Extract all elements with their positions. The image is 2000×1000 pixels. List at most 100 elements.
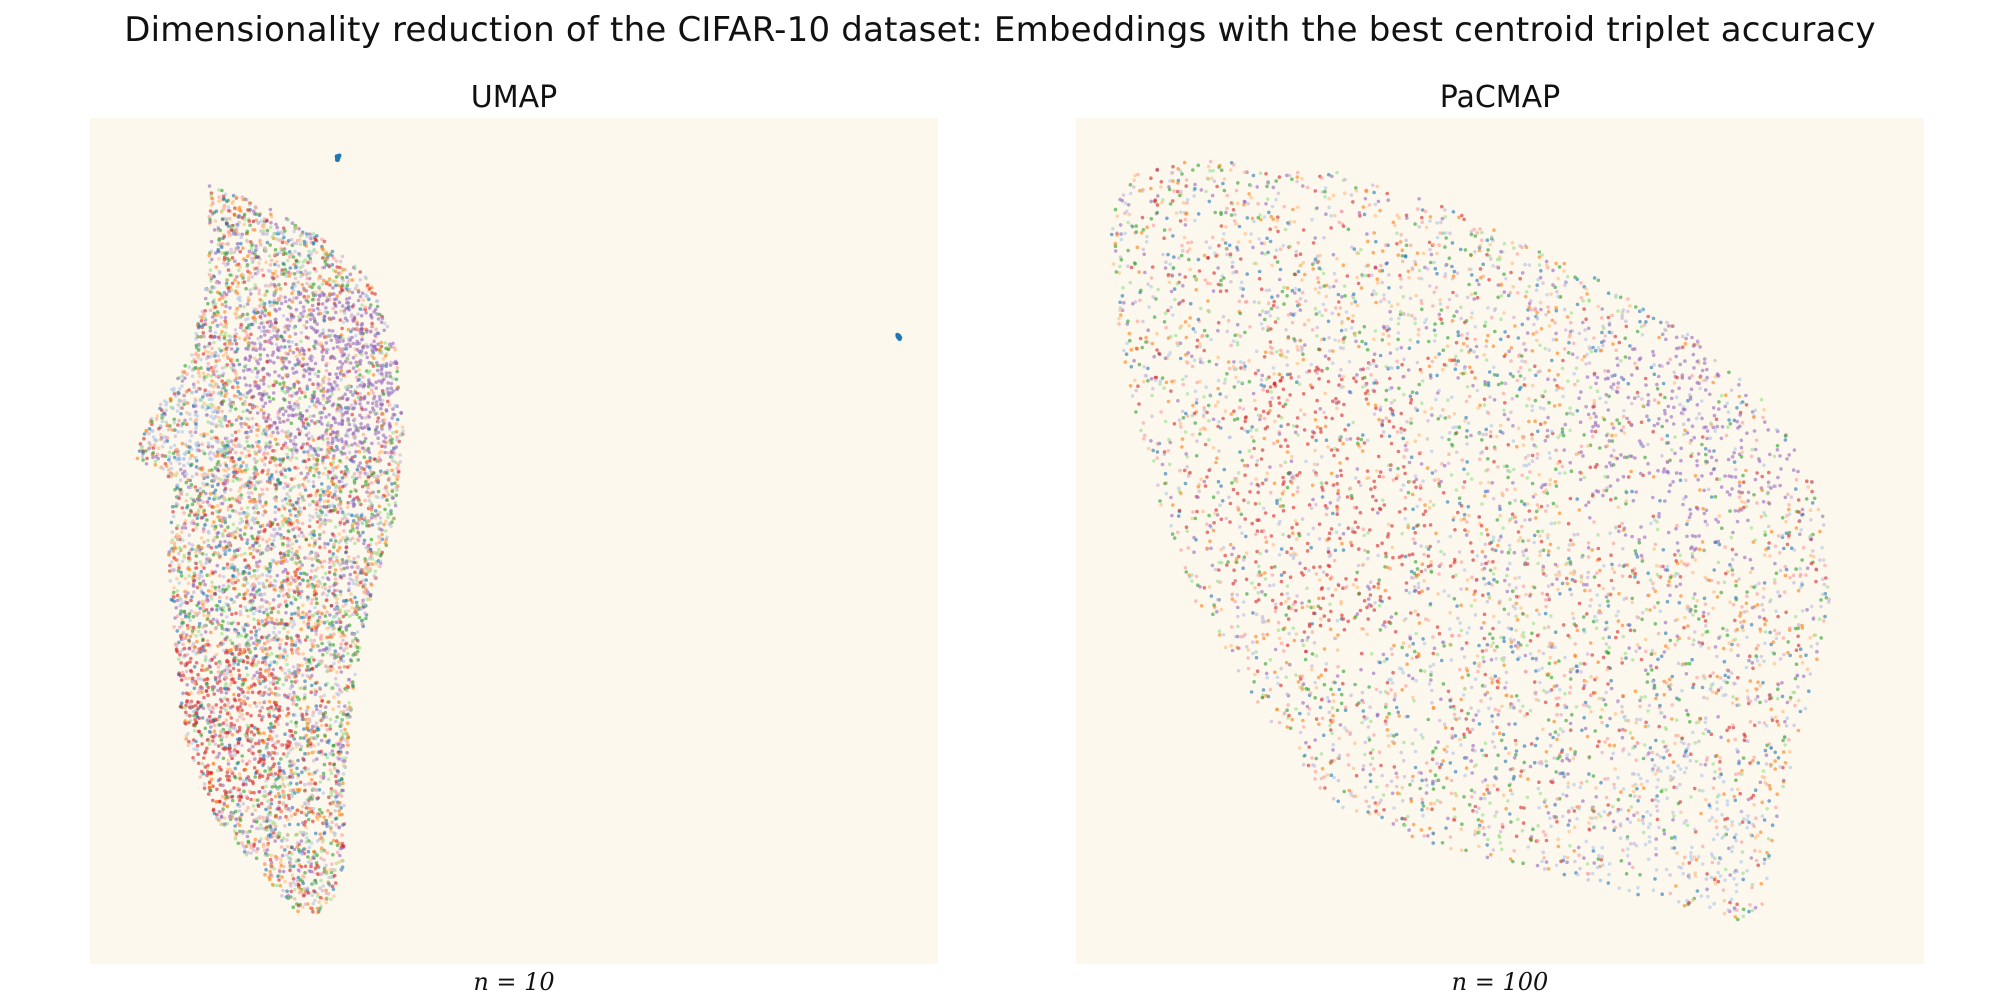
scatter-point	[346, 444, 351, 448]
scatter-point	[182, 511, 186, 515]
scatter-point	[207, 573, 212, 577]
scatter-point	[292, 229, 296, 234]
scatter-point	[316, 369, 321, 374]
scatter-point	[366, 384, 371, 389]
scatter-point	[327, 399, 331, 403]
scatter-point	[348, 361, 353, 365]
scatter-point	[251, 251, 255, 255]
scatter-point	[330, 555, 335, 559]
scatter-point	[239, 322, 243, 327]
scatter-point	[317, 711, 322, 716]
scatter-point	[199, 633, 203, 637]
scatter-point	[213, 678, 218, 682]
scatter-point	[339, 690, 344, 694]
scatter-point	[277, 630, 282, 635]
scatter-point	[356, 522, 361, 527]
scatter-point	[395, 477, 400, 482]
scatter-point	[229, 563, 234, 567]
scatter-point	[233, 509, 238, 514]
scatter-point	[249, 491, 254, 495]
scatter-point	[262, 592, 267, 596]
scatter-point	[227, 397, 232, 402]
scatter-point	[321, 331, 325, 336]
scatter-point	[339, 437, 344, 442]
scatter-point	[315, 863, 319, 868]
scatter-point	[348, 272, 353, 277]
scatter-point	[322, 499, 327, 504]
scatter-point	[312, 658, 316, 662]
scatter-point	[223, 490, 227, 494]
scatter-point	[217, 723, 221, 727]
scatter-point	[214, 799, 219, 804]
scatter-point	[361, 345, 365, 350]
scatter-point	[304, 806, 309, 810]
scatter-point	[211, 390, 216, 395]
scatter-point	[332, 653, 337, 657]
scatter-point	[285, 713, 289, 718]
scatter-point	[190, 474, 195, 479]
scatter-point	[270, 473, 274, 477]
scatter-point	[259, 457, 264, 462]
scatter-point	[220, 795, 225, 799]
scatter-point	[322, 815, 326, 820]
scatter-point	[258, 823, 263, 827]
scatter-point	[346, 280, 350, 284]
scatter-point	[245, 391, 250, 395]
scatter-point	[237, 798, 242, 803]
scatter-point	[316, 514, 320, 519]
scatter-point	[223, 668, 227, 673]
scatter-point	[248, 410, 252, 415]
scatter-point	[361, 530, 365, 535]
scatter-point	[277, 283, 281, 287]
scatter-point	[375, 360, 379, 365]
scatter-point	[190, 543, 195, 547]
scatter-point	[287, 324, 292, 328]
scatter-point	[236, 662, 240, 667]
scatter-point	[198, 606, 202, 611]
scatter-point	[351, 393, 355, 397]
scatter-point	[292, 296, 296, 300]
scatter-point	[270, 583, 274, 588]
scatter-point	[362, 467, 366, 472]
scatter-point	[209, 457, 214, 462]
scatter-point	[266, 706, 270, 711]
scatter-point	[255, 383, 259, 388]
scatter-point	[333, 719, 338, 724]
scatter-point	[300, 770, 304, 775]
scatter-point	[250, 812, 255, 817]
scatter-point	[324, 306, 328, 310]
scatter-point	[319, 635, 323, 640]
scatter-point	[320, 344, 325, 349]
scatter-point	[376, 420, 381, 424]
scatter-point	[330, 862, 334, 866]
scatter-point	[299, 839, 304, 843]
scatter-point	[254, 286, 259, 290]
scatter-point	[238, 612, 243, 617]
scatter-point	[271, 630, 276, 635]
scatter-point	[219, 315, 224, 320]
scatter-point	[335, 581, 339, 586]
scatter-point	[196, 501, 200, 506]
scatter-point	[271, 598, 276, 602]
scatter-point	[302, 239, 307, 244]
scatter-point	[377, 379, 382, 383]
scatter-point	[304, 831, 309, 836]
scatter-point	[306, 294, 311, 299]
scatter-point	[360, 352, 364, 357]
scatter-point	[320, 291, 325, 295]
scatter-point	[320, 256, 325, 260]
scatter-point	[252, 766, 257, 770]
scatter-point	[337, 809, 341, 813]
scatter-point	[329, 875, 333, 879]
scatter-point	[319, 723, 324, 728]
scatter-point	[339, 776, 344, 781]
scatter-point	[331, 346, 336, 351]
scatter-point	[255, 642, 259, 647]
scatter-point	[369, 583, 374, 587]
scatter-point	[265, 816, 269, 820]
scatter-point	[299, 744, 304, 749]
scatter-point	[334, 881, 338, 885]
scatter-point	[253, 683, 257, 687]
scatter-point	[180, 559, 185, 564]
scatter-point	[211, 706, 215, 711]
